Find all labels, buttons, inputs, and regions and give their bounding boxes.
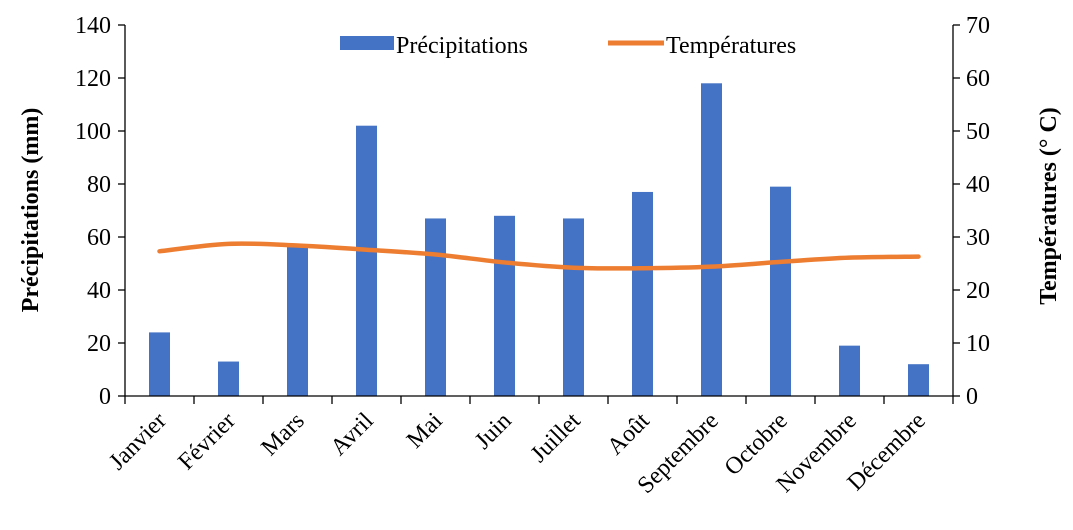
legend: Précipitations Températures: [340, 33, 796, 59]
bar-3: [287, 244, 308, 396]
legend-swatch-precipitations: [340, 36, 394, 50]
bar-9: [701, 83, 722, 397]
bar-7: [563, 218, 584, 396]
y2-tick-label-30: 30: [966, 225, 990, 251]
bar-4: [356, 125, 377, 396]
bars-layer: [149, 83, 929, 397]
y2-tick-label-40: 40: [966, 172, 990, 198]
x-tick-label-1: Janvier: [104, 408, 171, 475]
axes-layer: [118, 24, 960, 404]
y2-tick-label-0: 0: [966, 384, 978, 410]
y-axis-title: Précipitations (mm): [18, 108, 44, 313]
bar-8: [632, 191, 653, 396]
y2-tick-label-20: 20: [966, 278, 990, 304]
y-tick-label-120: 120: [75, 66, 111, 92]
y-tick-label-20: 20: [87, 331, 111, 357]
bar-5: [425, 218, 446, 396]
bar-1: [149, 332, 170, 396]
y-tick-label-140: 140: [75, 13, 111, 39]
temperature-line: [157, 241, 921, 271]
bar-11: [839, 345, 860, 396]
bar-2: [218, 361, 239, 396]
y-tick-label-60: 60: [87, 225, 111, 251]
y-tick-label-0: 0: [99, 384, 111, 410]
y-tick-label-80: 80: [87, 172, 111, 198]
x-tick-label-6: Juin: [470, 408, 517, 455]
bar-10: [770, 186, 791, 396]
x-tick-label-4: Avril: [326, 408, 379, 461]
y2-tick-label-70: 70: [966, 13, 990, 39]
x-tick-label-2: Février: [173, 408, 240, 475]
bar-6: [494, 215, 515, 396]
x-tick-label-5: Mai: [402, 408, 448, 454]
legend-label-temperatures: Températures: [666, 33, 796, 59]
y2-tick-label-10: 10: [966, 331, 990, 357]
line-layer: [157, 241, 921, 271]
y2-tick-label-60: 60: [966, 66, 990, 92]
y2-axis-title: Températures (° C): [1036, 107, 1062, 305]
x-tick-label-3: Mars: [256, 408, 309, 461]
legend-label-precipitations: Précipitations: [396, 33, 528, 59]
y-tick-label-40: 40: [87, 278, 111, 304]
x-tick-label-7: Juillet: [526, 408, 586, 468]
y2-tick-label-50: 50: [966, 119, 990, 145]
bar-12: [908, 364, 929, 396]
x-tick-label-8: Août: [602, 408, 655, 461]
y-tick-label-100: 100: [75, 119, 111, 145]
